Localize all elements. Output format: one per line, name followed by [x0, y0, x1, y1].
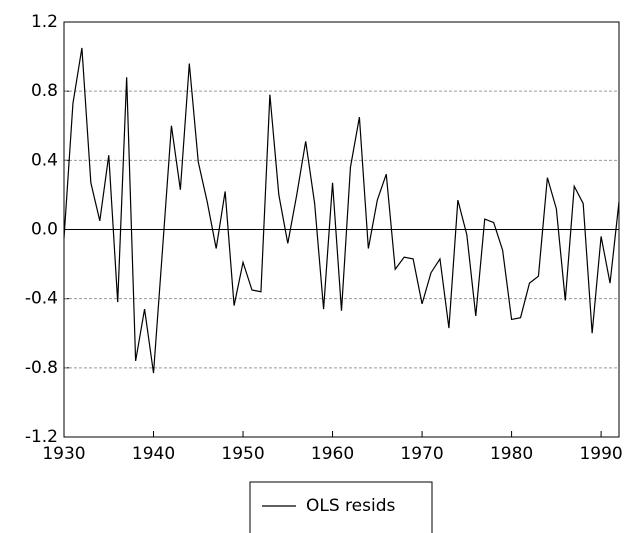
legend-box: [249, 481, 433, 533]
y-tick-label: 1.2: [31, 12, 58, 32]
x-tick-label: 1980: [490, 444, 533, 464]
y-tick-label: -0.4: [25, 289, 58, 309]
legend-label: OLS resids: [306, 496, 395, 516]
x-tick-label: 1940: [132, 444, 175, 464]
y-tick-label: -1.2: [25, 427, 58, 447]
x-tick-label: 1970: [400, 444, 443, 464]
x-tick-label: 1930: [42, 444, 85, 464]
series-line: [63, 47, 620, 374]
x-tick-label: 1960: [311, 444, 354, 464]
y-tick-label: -0.8: [25, 358, 58, 378]
x-tick-label: 1990: [579, 444, 622, 464]
y-tick-label: 0.8: [31, 81, 58, 101]
x-tick-label: 1950: [221, 444, 264, 464]
y-tick-label: 0.4: [31, 150, 58, 170]
y-tick-label: 0.0: [31, 220, 58, 240]
